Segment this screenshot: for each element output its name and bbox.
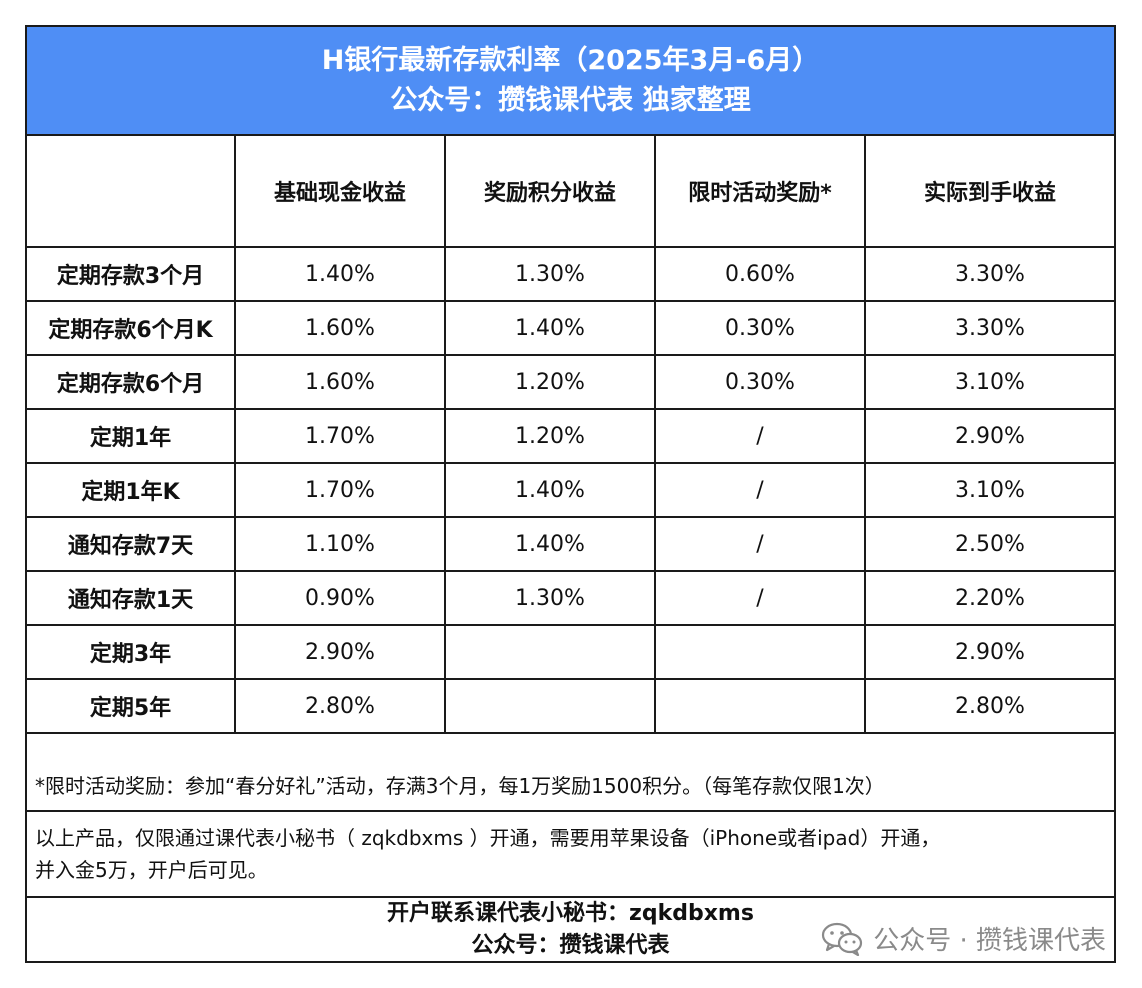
actual-rate-cell: 3.10%: [864, 462, 1114, 518]
base-rate-cell: 1.70%: [234, 462, 446, 518]
points-rate-cell: 1.40%: [444, 462, 656, 518]
table-header-row: 基础现金收益 奖励积分收益 限时活动奖励* 实际到手收益: [27, 136, 1114, 248]
page-title: H银行最新存款利率（2025年3月-6月）: [321, 44, 820, 76]
points-rate-cell: [444, 678, 656, 734]
points-rate-cell: 1.40%: [444, 516, 656, 572]
column-header: 实际到手收益: [864, 136, 1114, 248]
column-header: 限时活动奖励*: [654, 136, 866, 248]
contact-line: 公众号：攒钱课代表: [471, 932, 670, 958]
promo-rate-cell: 0.30%: [654, 354, 866, 410]
base-rate-cell: 0.90%: [234, 570, 446, 626]
table-row: 定期存款6个月K 1.60% 1.40% 0.30% 3.30%: [27, 300, 1114, 356]
actual-rate-cell: 3.30%: [864, 300, 1114, 356]
page-subtitle: 公众号：攒钱课代表 独家整理: [390, 84, 751, 116]
product-name: 定期1年: [27, 408, 236, 464]
watermark-text: 公众号 · 攒钱课代表: [873, 926, 1106, 956]
column-header: [27, 136, 236, 248]
info-line: 以上产品，仅限通过课代表小秘书（ zqkdbxms ）开通，需要用苹果设备（iP…: [35, 826, 941, 850]
contact-block: 开户联系课代表小秘书：zqkdbxms 公众号：攒钱课代表: [27, 898, 1114, 961]
promo-rate-cell: /: [654, 462, 866, 518]
table-row: 定期存款3个月 1.40% 1.30% 0.60% 3.30%: [27, 247, 1114, 302]
promo-rate-cell: /: [654, 408, 866, 464]
actual-rate-cell: 2.90%: [864, 408, 1114, 464]
product-name: 通知存款7天: [27, 516, 236, 572]
footnote: *限时活动奖励：参加“春分好礼”活动，存满3个月，每1万奖励1500积分。（每笔…: [27, 758, 1114, 812]
actual-rate-cell: 2.90%: [864, 624, 1114, 680]
actual-rate-cell: 2.20%: [864, 570, 1114, 626]
table-row: 定期5年 2.80% 2.80%: [27, 678, 1114, 734]
base-rate-cell: 1.10%: [234, 516, 446, 572]
points-rate-cell: 1.30%: [444, 570, 656, 626]
promo-rate-cell: 0.30%: [654, 300, 866, 356]
promo-rate-cell: 0.60%: [654, 247, 866, 302]
rate-table: 基础现金收益 奖励积分收益 限时活动奖励* 实际到手收益 定期存款3个月 1.4…: [27, 136, 1114, 734]
promo-rate-cell: [654, 624, 866, 680]
points-rate-cell: 1.20%: [444, 354, 656, 410]
base-rate-cell: 1.60%: [234, 300, 446, 356]
watermark: 公众号 · 攒钱课代表: [821, 920, 1106, 957]
table-row: 定期1年K 1.70% 1.40% / 3.10%: [27, 462, 1114, 518]
product-name: 通知存款1天: [27, 570, 236, 626]
points-rate-cell: 1.20%: [444, 408, 656, 464]
promo-rate-cell: [654, 678, 866, 734]
info-line: 并入金5万，开户后可见。: [35, 858, 268, 882]
product-name: 定期5年: [27, 678, 236, 734]
base-rate-cell: 2.80%: [234, 678, 446, 734]
promo-rate-cell: /: [654, 516, 866, 572]
table-row: 定期存款6个月 1.60% 1.20% 0.30% 3.10%: [27, 354, 1114, 410]
product-name: 定期存款6个月: [27, 354, 236, 410]
table-row: 定期3年 2.90% 2.90%: [27, 624, 1114, 680]
product-name: 定期1年K: [27, 462, 236, 518]
column-header: 奖励积分收益: [444, 136, 656, 248]
wechat-icon: [822, 922, 863, 956]
base-rate-cell: 2.90%: [234, 624, 446, 680]
table-row: 通知存款7天 1.10% 1.40% / 2.50%: [27, 516, 1114, 572]
base-rate-cell: 1.40%: [234, 247, 446, 302]
table-row: 通知存款1天 0.90% 1.30% / 2.20%: [27, 570, 1114, 626]
base-rate-cell: 1.60%: [234, 354, 446, 410]
table-row: 定期1年 1.70% 1.20% / 2.90%: [27, 408, 1114, 464]
promo-rate-cell: /: [654, 570, 866, 626]
actual-rate-cell: 3.30%: [864, 247, 1114, 302]
actual-rate-cell: 2.50%: [864, 516, 1114, 572]
rate-card: H银行最新存款利率（2025年3月-6月） 公众号：攒钱课代表 独家整理 基础现…: [25, 25, 1116, 963]
contact-line: 开户联系课代表小秘书：zqkdbxms: [387, 900, 754, 926]
product-name: 定期存款6个月K: [27, 300, 236, 356]
actual-rate-cell: 3.10%: [864, 354, 1114, 410]
points-rate-cell: 1.30%: [444, 247, 656, 302]
product-name: 定期3年: [27, 624, 236, 680]
points-rate-cell: 1.40%: [444, 300, 656, 356]
points-rate-cell: [444, 624, 656, 680]
info-block: 以上产品，仅限通过课代表小秘书（ zqkdbxms ）开通，需要用苹果设备（iP…: [27, 812, 1114, 898]
product-name: 定期存款3个月: [27, 247, 236, 302]
column-header: 基础现金收益: [234, 136, 446, 248]
base-rate-cell: 1.70%: [234, 408, 446, 464]
header-banner: H银行最新存款利率（2025年3月-6月） 公众号：攒钱课代表 独家整理: [27, 27, 1114, 136]
actual-rate-cell: 2.80%: [864, 678, 1114, 734]
